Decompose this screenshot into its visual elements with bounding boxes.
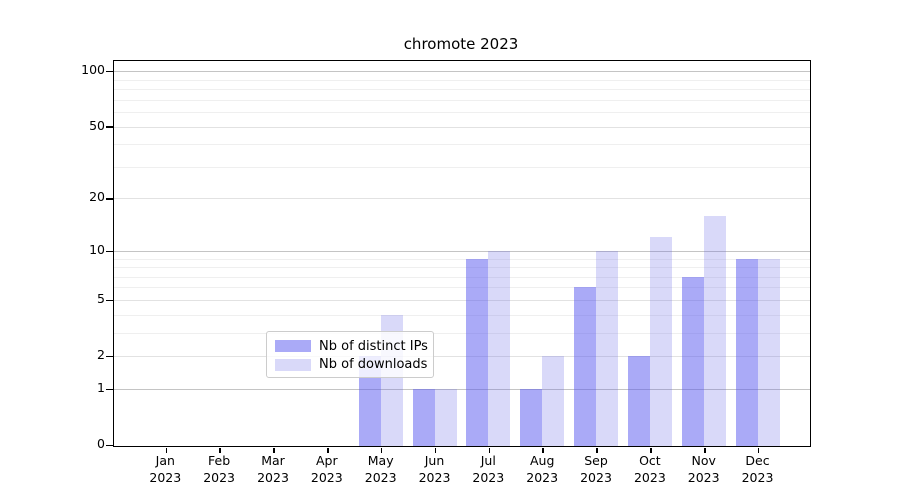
- bar-ips-oct: [627, 356, 650, 446]
- xtick-label-10: Nov 2023: [687, 453, 720, 485]
- xtick-label-2: Mar 2023: [257, 453, 289, 485]
- gridline-y-60: [114, 112, 810, 113]
- bar-downloads-jul: [488, 250, 511, 446]
- bar-downloads-nov: [703, 215, 726, 446]
- ytick-label-2: 2: [97, 347, 105, 362]
- bar-ips-may: [358, 356, 381, 446]
- gridline-y-4: [114, 314, 810, 316]
- ytick-label-20: 20: [89, 189, 105, 205]
- gridline-y-2: [114, 356, 810, 357]
- gridline-y-6: [114, 287, 810, 289]
- xtick-label-7: Aug 2023: [526, 453, 559, 485]
- xtick-5: [434, 448, 437, 453]
- legend: Nb of distinct IPs Nb of downloads: [266, 331, 434, 378]
- xtick-6: [488, 448, 491, 453]
- ytick-2: [106, 355, 113, 358]
- ytick-5: [106, 299, 113, 302]
- gridline-y-8: [114, 267, 810, 268]
- xtick-label-9: Oct 2023: [633, 453, 666, 485]
- gridline-y-40: [114, 144, 810, 146]
- ytick-10: [106, 250, 113, 252]
- xtick-1: [219, 448, 221, 453]
- ytick-0: [106, 444, 113, 447]
- ytick-label-50: 50: [89, 117, 105, 133]
- gridline-y-9: [114, 258, 810, 260]
- gridline-y-10: [114, 250, 810, 252]
- bar-ips-sep: [574, 287, 596, 446]
- ytick-50: [106, 126, 113, 128]
- chart-title: chromote 2023: [403, 35, 519, 53]
- xtick-2: [273, 448, 275, 453]
- legend-label-downloads: Nb of downloads: [319, 357, 428, 373]
- gridline-y-90: [114, 79, 810, 81]
- xtick-0: [165, 448, 167, 453]
- xtick-label-0: Jan 2023: [149, 453, 182, 485]
- gridline-y-100: [114, 71, 810, 73]
- bar-downloads-dec: [757, 258, 780, 446]
- legend-swatch-downloads: [275, 358, 311, 371]
- xtick-3: [327, 448, 329, 453]
- bar-downloads-sep: [596, 250, 618, 446]
- gridline-y-80: [114, 89, 810, 90]
- ytick-label-5: 5: [97, 290, 105, 306]
- bar-downloads-jun: [434, 388, 457, 446]
- gridline-y-20: [114, 198, 810, 200]
- xtick-label-3: Apr 2023: [310, 453, 343, 485]
- xtick-4: [380, 448, 383, 453]
- xtick-7: [542, 448, 544, 453]
- bar-ips-jun: [412, 388, 435, 446]
- ytick-20: [106, 198, 113, 200]
- legend-item-downloads: Nb of downloads: [275, 356, 428, 375]
- gridline-y-5: [114, 299, 810, 301]
- ytick-label-10: 10: [89, 241, 105, 257]
- legend-swatch-distinct-ips: [275, 340, 311, 353]
- ytick-label-100: 100: [81, 62, 105, 78]
- xtick-11: [757, 448, 760, 453]
- ytick-label-1: 1: [97, 379, 105, 395]
- xtick-label-1: Feb 2023: [203, 453, 235, 485]
- xtick-label-6: Jul 2023: [472, 453, 505, 485]
- bar-ips-nov: [681, 276, 704, 446]
- xtick-10: [704, 448, 706, 453]
- legend-item-distinct-ips: Nb of distinct IPs: [275, 337, 428, 356]
- bar-downloads-aug: [542, 356, 565, 446]
- xtick-label-4: May 2023: [364, 453, 397, 485]
- gridline-y-7: [114, 276, 810, 278]
- ytick-100: [106, 70, 113, 73]
- xtick-9: [650, 448, 652, 453]
- gridline-y-70: [114, 99, 810, 101]
- gridline-y-1: [114, 388, 810, 390]
- gridline-y-3: [114, 332, 810, 334]
- bar-downloads-oct: [649, 237, 672, 446]
- ytick-label-0: 0: [97, 436, 105, 451]
- gridline-y-30: [114, 166, 810, 168]
- ytick-1: [106, 388, 113, 391]
- gridline-y-50: [114, 126, 810, 128]
- bar-ips-jul: [466, 258, 489, 446]
- xtick-8: [596, 448, 598, 453]
- xtick-label-5: Jun 2023: [418, 453, 451, 485]
- plot-area: [106, 60, 811, 453]
- xtick-label-11: Dec 2023: [741, 453, 774, 485]
- xtick-label-8: Sep 2023: [580, 453, 612, 485]
- legend-label-distinct-ips: Nb of distinct IPs: [319, 338, 428, 354]
- bar-ips-aug: [520, 388, 543, 446]
- bar-ips-dec: [735, 258, 758, 446]
